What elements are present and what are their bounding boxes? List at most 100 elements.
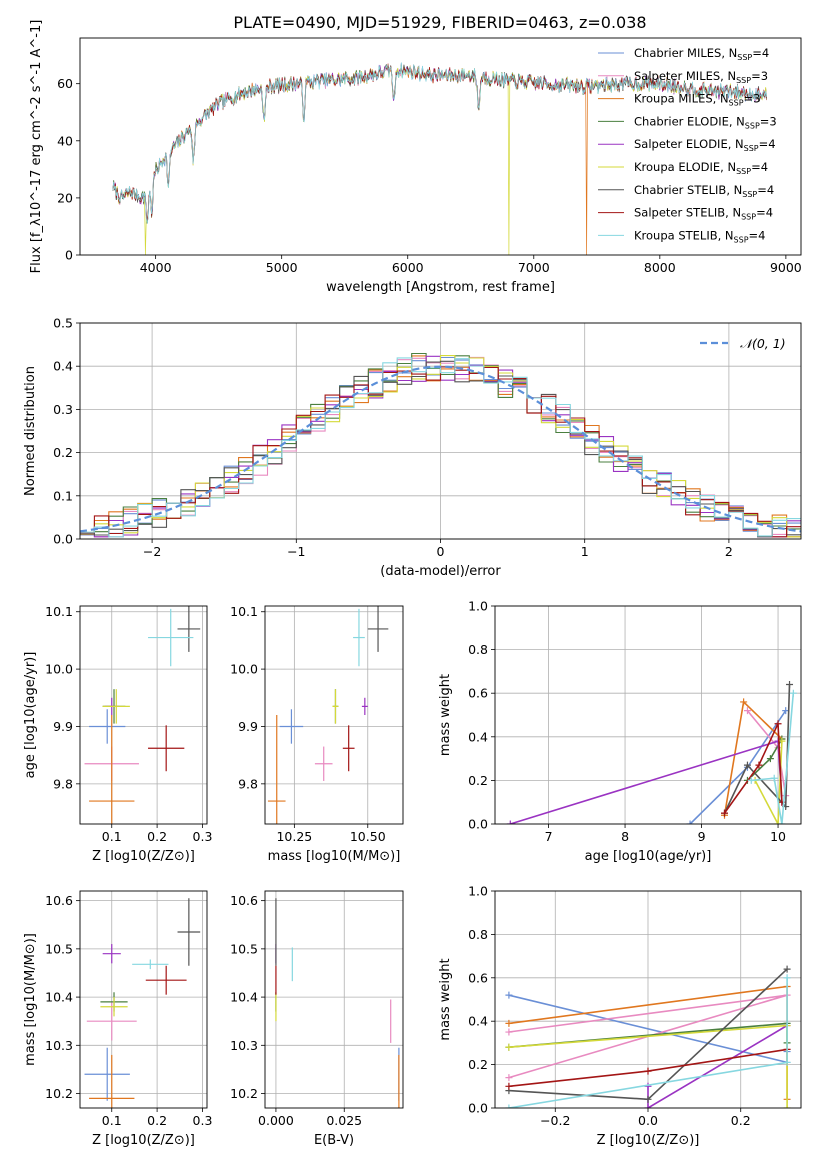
legend-label-salpeter-elodie: Salpeter ELODIE, NSSP=4 [634, 137, 776, 153]
y-tick-label: 10.5 [230, 941, 258, 956]
x-tick-label: 10 [770, 829, 786, 844]
x-tick-label: 0.0 [638, 1113, 658, 1128]
errorbar-kroupa-elodie [100, 997, 128, 1017]
x-tick-label: 0.000 [258, 1113, 294, 1128]
weight-marker-kroupa-stelib [783, 1058, 791, 1066]
weight-line-salpeter-stelib [723, 723, 783, 814]
x-tick-label: 0.1 [102, 829, 122, 844]
errorbar-chabrier-miles [84, 1047, 130, 1101]
weight-marker-salpeter-miles [505, 1028, 513, 1036]
weight-marker-salpeter-stelib [721, 809, 728, 817]
x-tick-label: 7 [545, 829, 553, 844]
y-tick-label: 10.2 [230, 1086, 258, 1101]
weight-marker-kroupa-stelib [770, 774, 778, 782]
axes-frame [79, 37, 802, 256]
weight-marker-chabrier-stelib [783, 965, 791, 973]
y-tick-label: 0 [65, 248, 73, 263]
y-axis-label: mass weight [438, 674, 453, 756]
y-tick-label: 60 [57, 76, 73, 91]
legend-subscript: SSP [736, 76, 751, 85]
y-tick-label: 1.0 [468, 599, 488, 614]
y-tick-label: 10.6 [45, 893, 73, 908]
weight-marker-chabrier-stelib [786, 680, 794, 688]
y-tick-label: 10.4 [230, 990, 258, 1005]
x-axis-label: Z [log10(Z/Z⊙)] [92, 849, 195, 864]
legend-subscript: SSP [736, 167, 751, 176]
weight-marker-chabrier-elodie [766, 755, 774, 763]
weight_vs_Z-panel: −0.2 0.0 0.2 0.0 0.2 0.4 0.6 0.8 1.0 Z [log10(Z/Z… [438, 884, 802, 1148]
x-tick-label: 0.2 [731, 1113, 751, 1128]
x-tick-label: 8000 [644, 260, 676, 275]
errorbar-chabrier-stelib [177, 606, 201, 652]
legend-label-kroupa-stelib: Kroupa STELIB, NSSP=4 [634, 228, 765, 244]
y-tick-label: 10.1 [230, 604, 258, 619]
errorbar-salpeter-miles [314, 746, 333, 781]
normal-curve [80, 365, 801, 533]
y-tick-label: 0.2 [468, 1057, 488, 1072]
weight-marker-chabrier-miles [686, 820, 694, 824]
legend-subscript: SSP [745, 121, 760, 130]
axes-frame [494, 605, 802, 825]
errorbar-kroupa-miles [89, 1054, 135, 1108]
y-tick-label: 0.0 [468, 817, 488, 832]
histogram-chabrier-stelib [80, 360, 801, 538]
x-axis-label: (data-model)/error [380, 564, 501, 579]
spectrum-panel: 4000 5000 6000 7000 8000 9000 0 20 40 60 wavelengt… [29, 20, 802, 295]
y-tick-label: 0.4 [468, 729, 488, 744]
y-tick-label: 9.9 [238, 719, 258, 734]
x-axis-label: age [log10(age/yr)] [585, 849, 712, 864]
errorbar-salpeter-elodie [102, 944, 121, 964]
axes-frame [494, 890, 802, 1109]
legend-label-chabrier-miles: Chabrier MILES, NSSP=4 [634, 46, 769, 62]
x-tick-label: 4000 [140, 260, 172, 275]
errorbar-chabrier-miles [279, 709, 304, 744]
y-tick-label: 9.9 [53, 719, 73, 734]
y-tick-label: 0.0 [53, 532, 73, 547]
y-tick-label: 0.0 [468, 1101, 488, 1116]
errorbar-kroupa-elodie [332, 689, 339, 724]
weight-marker-salpeter-elodie [644, 1104, 652, 1108]
legend-label-salpeter-stelib: Salpeter STELIB, NSSP=4 [634, 206, 773, 222]
y-tick-label: 10.1 [45, 604, 73, 619]
legend-label-normal: 𝒩(0, 1) [740, 336, 786, 351]
y-tick-label: 0.6 [468, 970, 488, 985]
age_vs_Z-panel: 0.1 0.2 0.3 9.8 9.9 10.0 10.1 Z [log10(Z/Z⊙)] ag… [23, 604, 213, 864]
legend-value: =4 [759, 137, 776, 151]
y-tick-label: 0.3 [53, 402, 73, 417]
errorbar-chabrier-stelib [367, 606, 389, 652]
weight-marker-salpeter-stelib [774, 720, 782, 728]
errorbar-kroupa-miles [267, 715, 286, 824]
errorbar-chabrier-miles [89, 709, 126, 744]
y-tick-label: 10.0 [230, 662, 258, 677]
weight-marker-chabrier-stelib [644, 1095, 652, 1103]
x-axis-label: Z [log10(Z/Z⊙)] [92, 1133, 195, 1148]
x-tick-label: 0 [437, 544, 445, 559]
x-tick-label: 1 [581, 544, 589, 559]
errorbar-kroupa-stelib [148, 608, 194, 667]
y-tick-label: 0.2 [468, 773, 488, 788]
errorbar-kroupa-miles [89, 715, 135, 824]
weight-marker-kroupa-stelib [778, 820, 786, 824]
weight-marker-kroupa-miles [505, 1019, 513, 1027]
spectrum-line-kroupa-stelib [112, 62, 767, 224]
legend-subscript: SSP [729, 99, 744, 108]
y-tick-label: 9.8 [238, 776, 258, 791]
weight-line-kroupa-stelib [751, 693, 795, 824]
y-tick-label: 0.4 [53, 359, 73, 374]
x-tick-label: −1 [287, 544, 305, 559]
x-tick-label: 2 [725, 544, 733, 559]
x-tick-label: 8 [621, 829, 629, 844]
weight-line-salpeter-elodie [647, 1024, 788, 1108]
x-tick-label: 0.3 [193, 829, 213, 844]
y-tick-label: 1.0 [468, 884, 488, 899]
x-tick-label: 5000 [266, 260, 298, 275]
y-tick-label: 10.6 [230, 893, 258, 908]
y-tick-label: 0.8 [468, 927, 488, 942]
y-tick-label: 10.3 [45, 1038, 73, 1053]
mass_vs_Z-panel: 0.1 0.2 0.3 10.2 10.3 10.4 10.5 10.6 Z [log10(Z/… [23, 890, 213, 1148]
weight-marker-salpeter-stelib [644, 1067, 652, 1075]
weight-line-salpeter-elodie [510, 740, 783, 824]
x-tick-label: 0.3 [193, 1113, 213, 1128]
figure-title: PLATE=0490, MJD=51929, FIBERID=0463, z=0… [233, 13, 646, 32]
